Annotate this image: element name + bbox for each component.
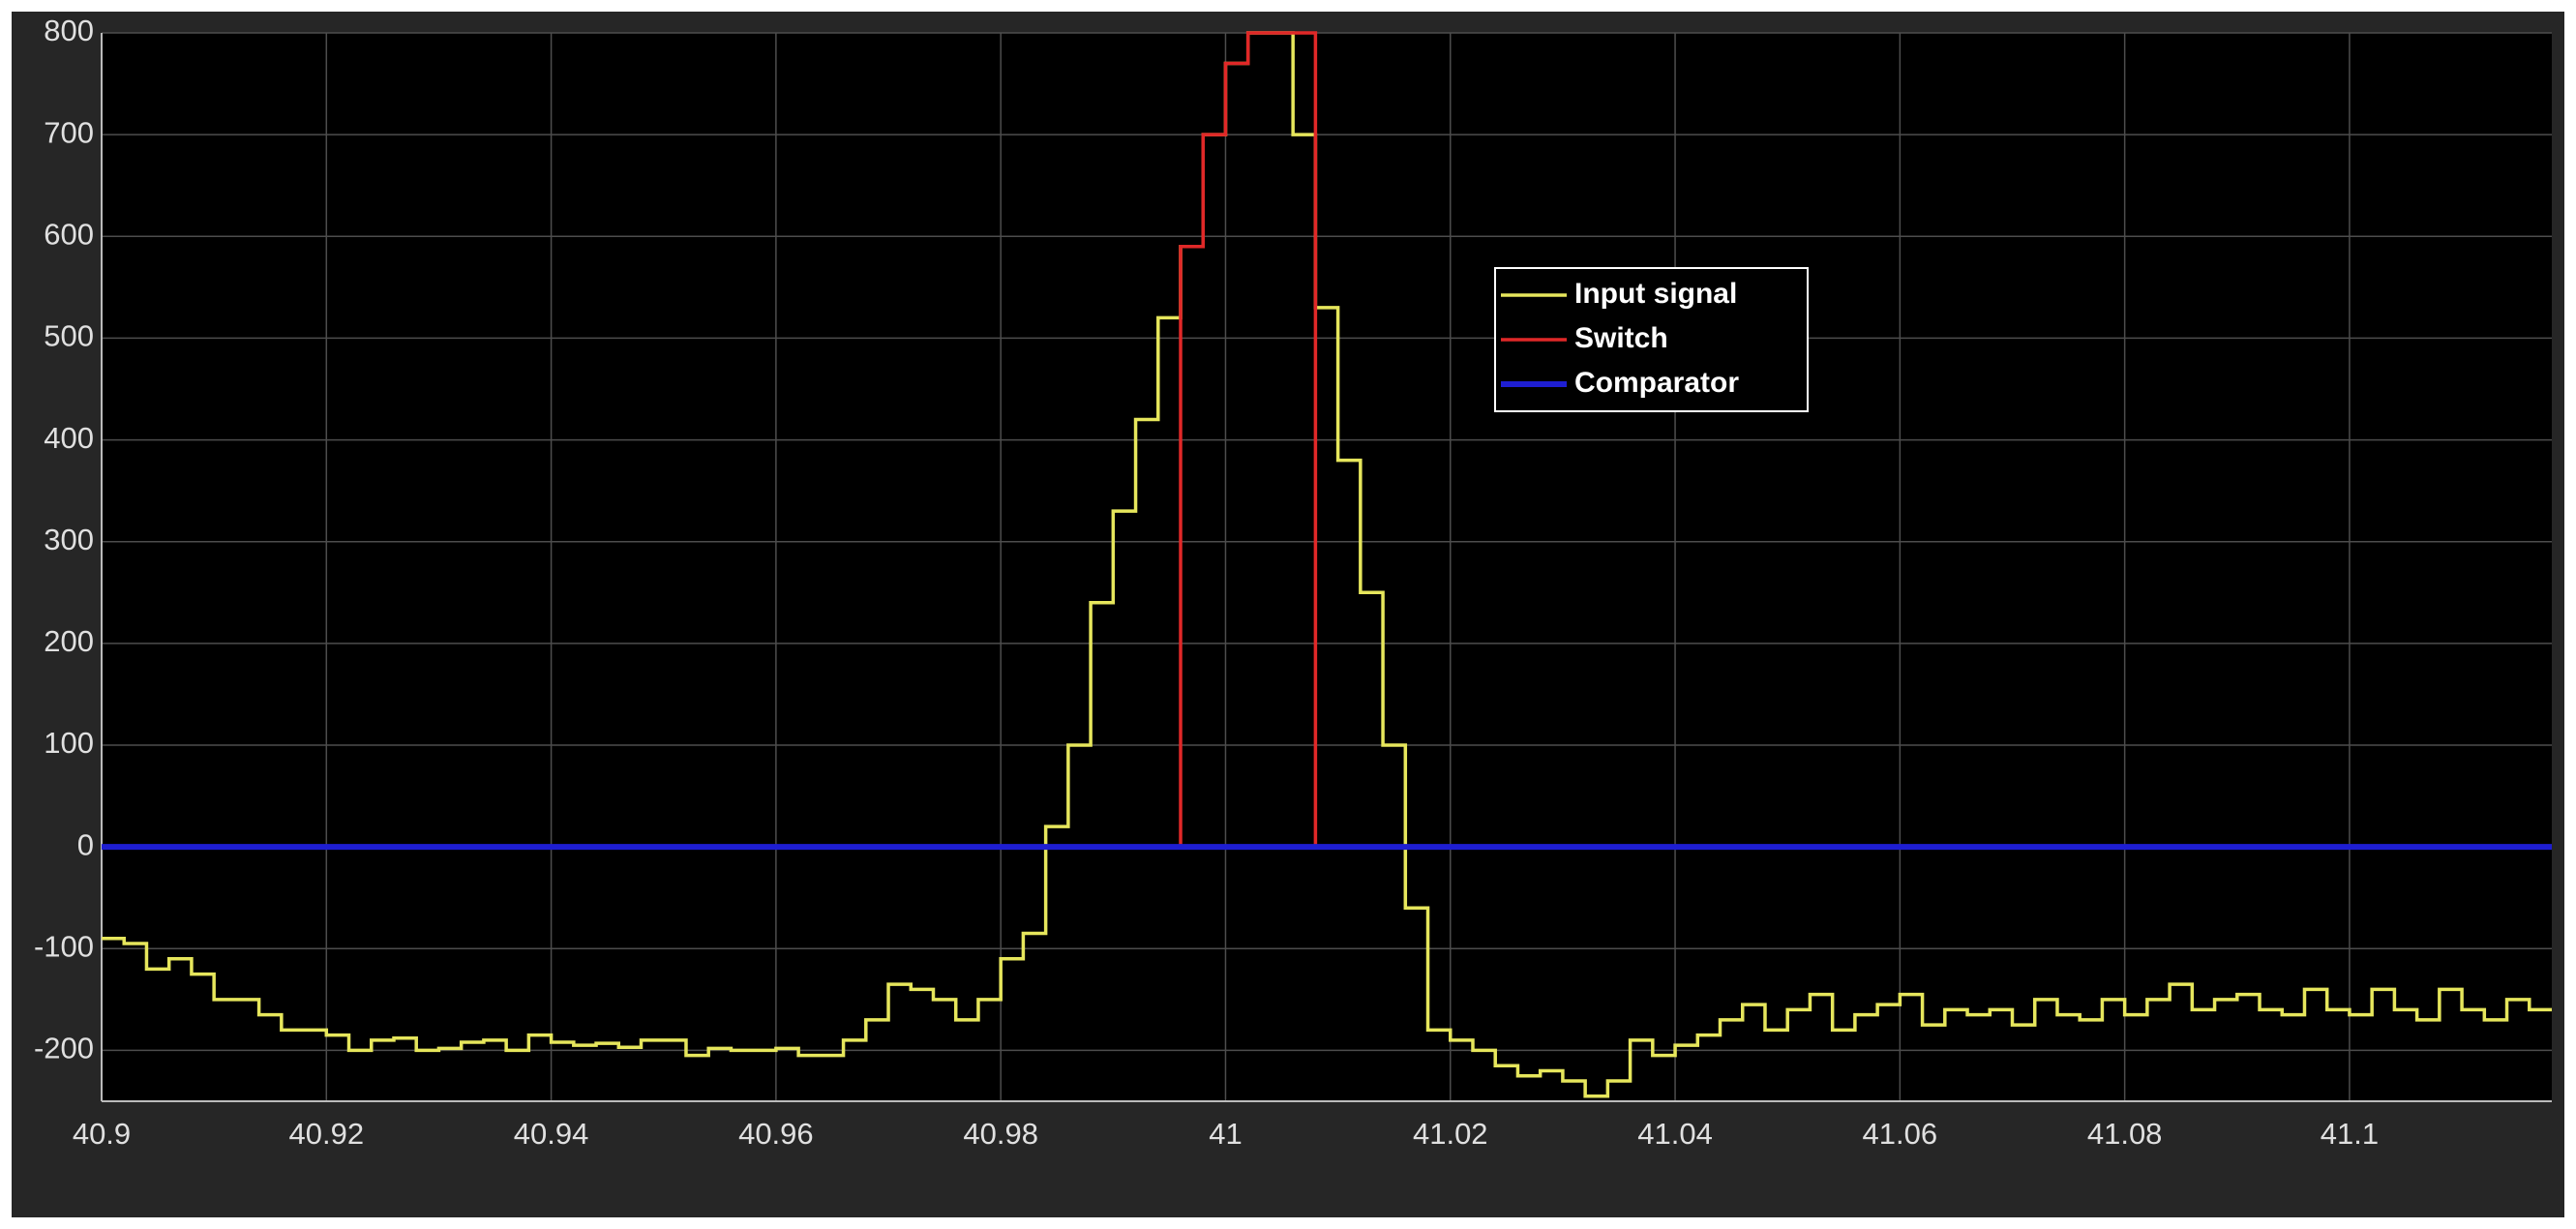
tick-labels: -200 -100 0 100 200 300 400 500 600 700 800 40.9 40.… [34,14,2379,1151]
x-tick-label: 40.96 [738,1117,814,1151]
series-line [102,31,2552,1098]
y-tick-label: 800 [44,14,94,47]
y-tick-label: 200 [44,624,94,658]
legend: Input signal Switch Comparator [1494,267,1809,412]
x-tick-label: 41.06 [1863,1117,1938,1151]
x-tick-label: 41 [1209,1117,1242,1151]
x-tick-label: 41.02 [1413,1117,1488,1151]
y-tick-label: 700 [44,115,94,149]
y-tick-label: -200 [34,1032,94,1065]
y-tick-label: 100 [44,726,94,760]
series-line [102,31,2552,849]
x-tick-label: 40.98 [963,1117,1038,1151]
legend-label: Switch [1574,322,1668,354]
x-tick-label: 41.08 [2087,1117,2163,1151]
lines [102,31,2552,1098]
x-tick-label: 41.1 [2321,1117,2379,1151]
legend-label: Comparator [1574,367,1739,399]
y-tick-label: 300 [44,523,94,556]
y-tick-label: 600 [44,217,94,251]
y-tick-label: -100 [34,929,94,963]
x-tick-label: 40.9 [73,1117,131,1151]
legend-label: Input signal [1574,278,1737,310]
y-tick-label: 500 [44,319,94,353]
y-tick-label: 0 [77,827,94,861]
x-tick-label: 40.92 [289,1117,365,1151]
y-tick-label: 400 [44,421,94,455]
x-tick-label: 41.04 [1637,1117,1713,1151]
plot-area [102,33,2552,1101]
x-tick-label: 40.94 [514,1117,589,1151]
